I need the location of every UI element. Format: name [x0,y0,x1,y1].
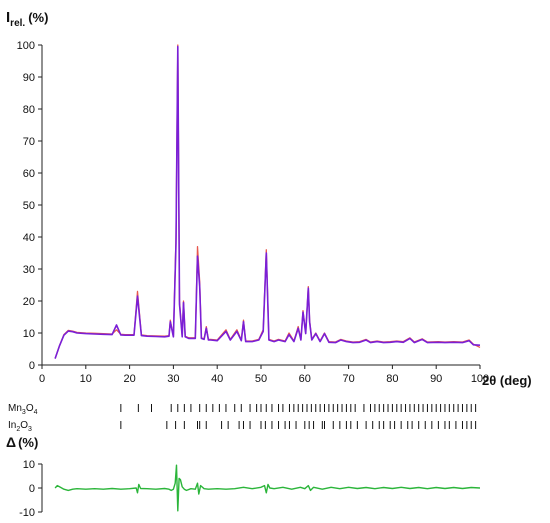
phase-label-in2o3: In2O3 [8,420,32,433]
main-x-tick-label: 100 [471,373,489,385]
phase-label-mn3o4: Mn3O4 [8,403,38,416]
calculated-pattern-line [54,45,481,359]
main-x-axis-label: 2θ (deg) [482,373,532,388]
main-x-tick-label: 40 [211,373,223,385]
diff-y-axis-label: Δ (%) [6,434,38,450]
diff-y-tick-label: -10 [19,507,35,519]
main-x-tick-label: 30 [167,373,179,385]
diff-y-tick-label: 10 [23,459,35,471]
main-x-tick-label: 60 [299,373,311,385]
reflection-marks [120,404,477,429]
main-x-tick-label: 80 [386,373,398,385]
difference-curve-line [54,464,481,512]
main-y-tick-label: 40 [23,232,35,244]
main-x-tick-label: 50 [255,373,267,385]
main-y-tick-label: 80 [23,104,35,116]
main-x-tick-label: 90 [430,373,442,385]
reflection-ticks-panel: Mn3O4 In2O3 [8,403,477,433]
main-y-ticks: 0 10 20 30 40 50 60 70 80 90 100 [17,40,42,372]
main-y-axis-label: Irel. (%) [6,9,48,29]
difference-panel: Δ (%) 10 0 -10 [6,434,481,519]
main-y-tick-label: 20 [23,296,35,308]
diff-y-ticks: 10 0 -10 [19,459,42,519]
main-y-tick-label: 30 [23,264,35,276]
main-y-tick-label: 90 [23,72,35,84]
main-x-tick-label: 10 [80,373,92,385]
main-y-tick-label: 0 [29,360,35,372]
main-pattern-panel: Irel. (%) 0 10 20 30 40 50 60 70 80 90 100 0 10 20 30 4… [6,9,532,388]
main-y-tick-label: 60 [23,168,35,180]
main-x-ticks: 0 10 20 30 40 50 60 70 80 90 100 [39,365,489,385]
main-x-tick-label: 20 [123,373,135,385]
main-y-tick-label: 50 [23,200,35,212]
diff-y-tick-label: 0 [29,483,35,495]
main-y-tick-label: 100 [17,40,35,52]
main-series-group [54,44,481,359]
main-x-tick-label: 0 [39,373,45,385]
diff-series-group [54,464,481,512]
main-y-tick-label: 70 [23,136,35,148]
main-y-tick-label: 10 [23,328,35,340]
main-x-tick-label: 70 [342,373,354,385]
